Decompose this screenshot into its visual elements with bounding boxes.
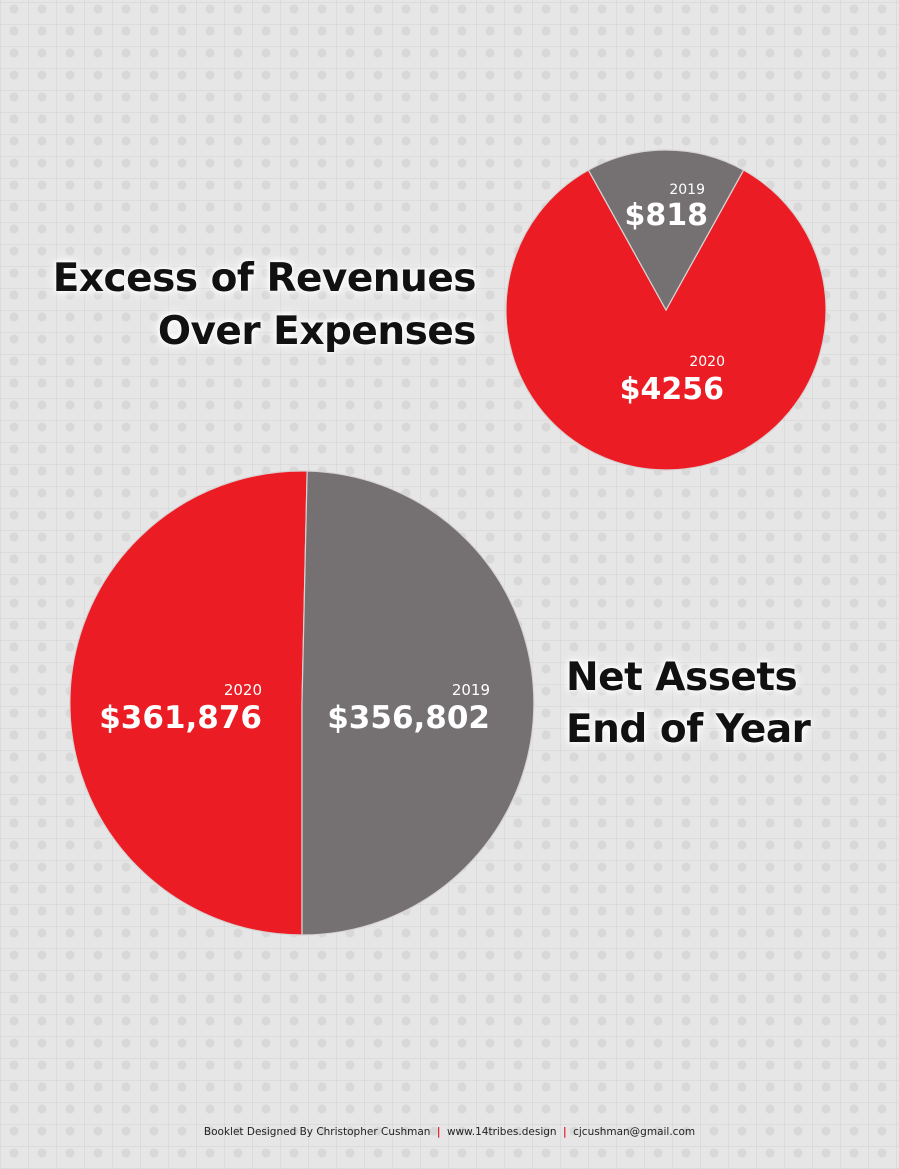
- footer: Booklet Designed By Christopher Cushman …: [0, 1126, 899, 1138]
- net-assets-value-label-2020: $361,876: [99, 700, 262, 736]
- excess-year-label-2020: 2020: [689, 354, 725, 370]
- footer-email: cjcushman@gmail.com: [573, 1126, 696, 1138]
- net-assets-value-label-2019: $356,802: [327, 700, 490, 736]
- footer-separator-1: |: [436, 1126, 441, 1138]
- excess-value-label-2020: $4256: [620, 372, 724, 407]
- excess-slice-2019: [587, 149, 745, 312]
- excess-chart-title: Excess of Revenues Over Expenses: [52, 252, 477, 358]
- footer-separator-2: |: [562, 1126, 567, 1138]
- net-assets-slice-2020: [69, 470, 308, 936]
- net-assets-chart-title: Net Assets End of Year: [566, 652, 811, 756]
- excess-slice-2020: [505, 169, 827, 471]
- net-assets-year-label-2019: 2019: [452, 681, 490, 699]
- net-assets-pie: 2020$361,876 2019$356,802: [69, 470, 535, 936]
- excess-title-line-2: Over Expenses: [157, 309, 477, 354]
- footer-credit: Booklet Designed By Christopher Cushman: [203, 1126, 431, 1138]
- footer-website: www.14tribes.design: [446, 1126, 557, 1138]
- net-assets-title-line-2: End of Year: [566, 707, 811, 752]
- net-assets-year-label-2020: 2020: [224, 681, 262, 699]
- excess-title-line-1: Excess of Revenues: [52, 256, 477, 301]
- excess-year-label-2019: 2019: [669, 182, 705, 198]
- excess-pie: 2020 $4256 2019$818: [505, 149, 827, 471]
- net-assets-title-line-1: Net Assets: [566, 655, 798, 700]
- net-assets-slice-2019: [301, 470, 535, 936]
- excess-value-label-2019: $818: [625, 198, 709, 233]
